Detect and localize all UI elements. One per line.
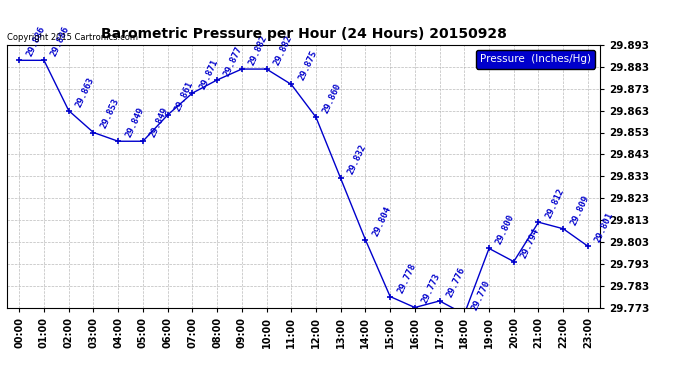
Text: 29.877: 29.877 [223, 45, 244, 78]
Text: 29.886: 29.886 [50, 25, 71, 58]
Text: Copyright 2015 Cartronics.com: Copyright 2015 Cartronics.com [7, 33, 138, 42]
Text: 29.875: 29.875 [297, 49, 319, 82]
Text: 29.778: 29.778 [395, 261, 417, 294]
Text: 29.809: 29.809 [569, 194, 591, 226]
Legend: Pressure  (Inches/Hg): Pressure (Inches/Hg) [476, 50, 595, 69]
Text: 29.776: 29.776 [445, 266, 467, 299]
Text: 29.812: 29.812 [544, 187, 566, 220]
Text: 29.801: 29.801 [593, 211, 615, 244]
Text: 29.849: 29.849 [124, 106, 146, 139]
Title: Barometric Pressure per Hour (24 Hours) 20150928: Barometric Pressure per Hour (24 Hours) … [101, 27, 506, 41]
Text: 29.882: 29.882 [272, 34, 294, 67]
Text: 29.861: 29.861 [173, 80, 195, 113]
Text: 29.849: 29.849 [148, 106, 170, 139]
Text: 29.863: 29.863 [75, 75, 96, 108]
Text: 29.832: 29.832 [346, 143, 368, 176]
Text: 29.853: 29.853 [99, 97, 121, 130]
Text: 29.800: 29.800 [495, 213, 516, 246]
Text: 29.886: 29.886 [25, 25, 47, 58]
Text: 29.871: 29.871 [198, 58, 219, 91]
Text: 29.770: 29.770 [470, 279, 492, 312]
Text: 29.804: 29.804 [371, 204, 393, 237]
Text: 29.773: 29.773 [420, 272, 442, 305]
Text: 29.882: 29.882 [247, 34, 269, 67]
Text: 29.794: 29.794 [520, 226, 541, 260]
Text: 29.860: 29.860 [322, 82, 344, 115]
